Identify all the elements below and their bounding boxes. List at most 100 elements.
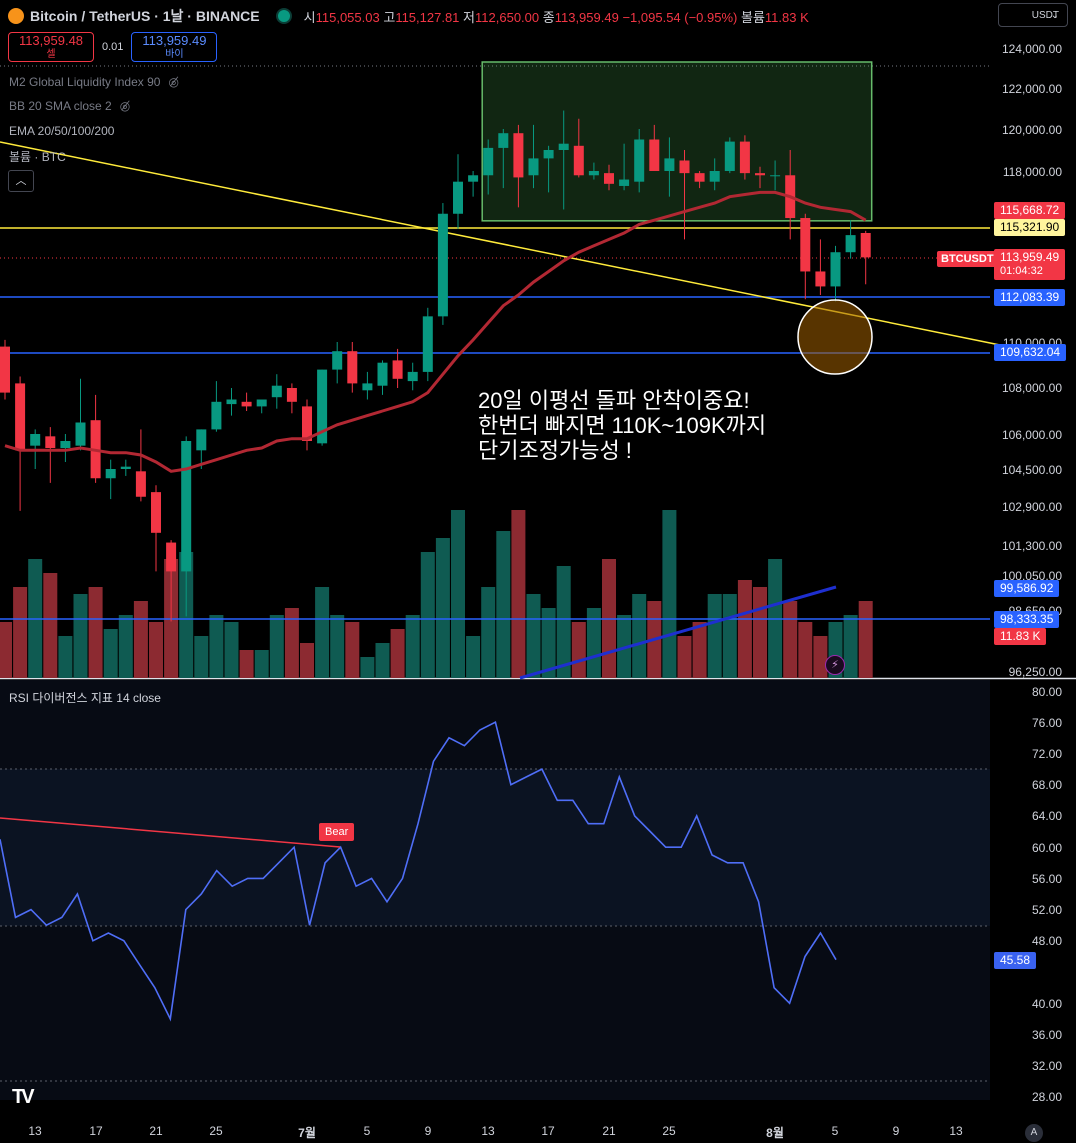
- rsi-tick: 60.00: [1031, 841, 1062, 855]
- volume-bar: [858, 601, 873, 678]
- eye-hidden-icon[interactable]: ◎̸: [119, 99, 131, 113]
- ema-line: [4, 190, 867, 473]
- date-tick: 5: [363, 1124, 371, 1138]
- candle-body: [362, 383, 373, 391]
- tradingview-logo[interactable]: TV: [12, 1086, 34, 1108]
- candle-body: [181, 441, 192, 572]
- volume-bar: [632, 594, 647, 678]
- currency-select[interactable]: USDT ⌄: [998, 3, 1068, 27]
- candle-body: [770, 175, 781, 177]
- candle-body: [724, 141, 735, 171]
- lightning-icon[interactable]: ⚡: [825, 655, 845, 675]
- date-tick: 5: [831, 1124, 839, 1138]
- candle-body: [860, 232, 871, 258]
- date-tick: 17: [89, 1124, 103, 1138]
- candle-body: [196, 429, 207, 451]
- volume-bar: [13, 587, 28, 678]
- annotation-text[interactable]: 20일 이평선 돌파 안착이중요! 한번더 빠지면 110K~109K까지 단기…: [478, 388, 767, 463]
- volume-bar: [511, 510, 526, 678]
- volume-bar: [284, 608, 299, 678]
- symbol-header: Bitcoin / TetherUS · 1날 · BINANCE 시115,0…: [8, 6, 809, 26]
- price-tick: 101,300.00: [1001, 539, 1062, 553]
- volume-bar: [481, 587, 496, 678]
- candle-body: [830, 252, 841, 287]
- volume-bar: [466, 636, 481, 678]
- volume-bar: [707, 594, 722, 678]
- candle-body: [588, 171, 599, 176]
- rsi-tick: 80.00: [1031, 685, 1062, 699]
- support-circle[interactable]: [797, 299, 873, 375]
- volume-bar: [300, 643, 314, 678]
- candle-body: [135, 471, 146, 497]
- buy-button[interactable]: 113,959.49 바이: [131, 32, 218, 62]
- volume-bar: [753, 587, 767, 678]
- volume-bar: [451, 510, 465, 678]
- volume-bar: [420, 552, 435, 678]
- volume-bar: [43, 573, 58, 678]
- candle-body: [30, 434, 41, 446]
- current-price-tag: 113,959.49 01:04:32: [994, 249, 1066, 280]
- candle-body: [694, 173, 705, 182]
- rsi-tick: 56.00: [1031, 872, 1062, 886]
- volume-bar: [58, 636, 73, 678]
- market-status-icon[interactable]: [275, 8, 292, 24]
- candle-body: [649, 139, 660, 171]
- candle-body: [286, 388, 297, 402]
- rsi-label[interactable]: RSI 다이버전스 지표 14 close: [9, 691, 161, 705]
- rsi-tick: 36.00: [1031, 1028, 1062, 1042]
- rsi-line: [0, 721, 837, 1022]
- indicator-bb[interactable]: BB 20 SMA close 2 ◎̸: [9, 99, 131, 113]
- candle-body: [453, 181, 463, 214]
- candle-body: [151, 492, 161, 533]
- candle-body: [105, 469, 116, 479]
- candle-body: [604, 173, 614, 184]
- symbol-title[interactable]: Bitcoin / TetherUS · 1날 · BINANCE: [30, 8, 260, 24]
- volume-bar: [149, 622, 163, 678]
- volume-bar: [662, 510, 677, 678]
- volume-bar: [586, 608, 601, 678]
- date-tick: 25: [209, 1124, 223, 1138]
- rsi-tick: 68.00: [1031, 778, 1062, 792]
- rsi-value-tag: 45.58: [994, 952, 1037, 969]
- candle-body: [483, 147, 494, 176]
- collapse-legend-button[interactable]: ︿: [8, 170, 34, 192]
- volume-bar: [224, 622, 239, 678]
- candle-body: [815, 271, 826, 287]
- candle-body: [166, 542, 177, 572]
- candle-body: [664, 158, 675, 171]
- candle-body: [45, 436, 56, 448]
- sell-button[interactable]: 113,959.48 셀: [8, 32, 94, 62]
- volume-bars: [0, 510, 873, 678]
- candle-body: [573, 145, 584, 176]
- volume-bar: [269, 615, 284, 678]
- indicator-ema[interactable]: EMA 20/50/100/200: [9, 124, 115, 138]
- rsi-divergence-line[interactable]: [0, 817, 341, 848]
- candle-body: [528, 158, 539, 176]
- indicator-volume[interactable]: 볼륨 · BTC: [9, 150, 66, 164]
- volume-bar: [360, 657, 375, 678]
- consolidation-box[interactable]: [481, 61, 873, 222]
- rsi-tick: 72.00: [1031, 747, 1062, 761]
- volume-bar: [330, 615, 345, 678]
- candle-body: [739, 141, 750, 174]
- candle-body: [377, 362, 388, 386]
- auto-scale-button[interactable]: A: [1025, 1124, 1043, 1142]
- candle-body: [120, 466, 131, 469]
- candle-body: [75, 422, 86, 446]
- volume-bar: [496, 531, 511, 678]
- candle-body: [755, 173, 765, 176]
- volume-bar: [73, 594, 88, 678]
- rsi-tick: 76.00: [1031, 716, 1062, 730]
- eye-hidden-icon[interactable]: ◎̸: [168, 75, 179, 89]
- date-tick: 21: [149, 1124, 163, 1138]
- candle-body: [498, 133, 509, 148]
- candle-body: [241, 401, 252, 407]
- indicator-m2[interactable]: M2 Global Liquidity Index 90 ◎̸: [9, 75, 179, 89]
- price-tick: 102,900.00: [1001, 500, 1062, 514]
- candle-body: [709, 171, 720, 182]
- date-tick: 13: [949, 1124, 963, 1138]
- candle-body: [800, 218, 811, 272]
- volume-bar: [843, 615, 858, 678]
- date-tick: 7월: [298, 1126, 316, 1140]
